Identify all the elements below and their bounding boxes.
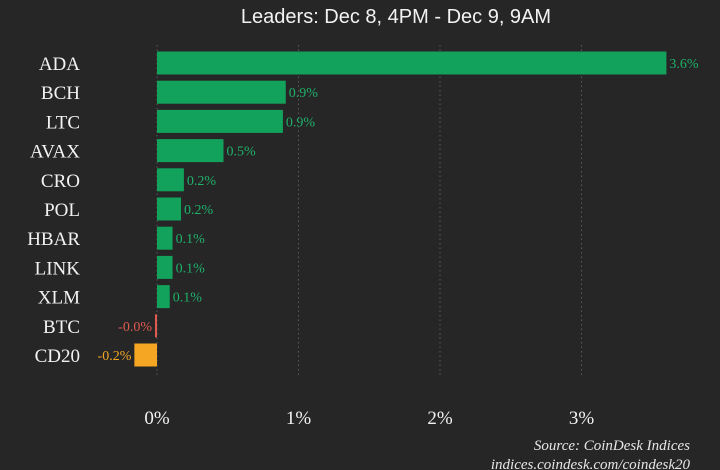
value-label-pol: 0.2% [184, 203, 214, 218]
value-label-bch: 0.9% [289, 86, 319, 101]
value-label-cd20: -0.2% [98, 349, 132, 364]
category-label-avax: AVAX [30, 142, 80, 163]
x-tick-label: 1% [286, 408, 312, 429]
value-label-cro: 0.2% [187, 174, 217, 189]
value-label-btc: -0.0% [118, 320, 152, 335]
bars [134, 51, 667, 367]
bar-ada [157, 51, 667, 75]
bar-avax [157, 139, 224, 163]
category-label-pol: POL [44, 200, 80, 221]
value-label-link: 0.1% [176, 261, 206, 276]
bar-xlm [157, 285, 170, 309]
bar-cd20 [134, 343, 157, 367]
value-label-avax: 0.5% [227, 145, 257, 160]
bar-btc [155, 314, 157, 338]
source-url: indices.coindesk.com/coindesk20 [491, 457, 691, 470]
value-label-ada: 3.6% [669, 57, 699, 72]
bar-pol [157, 197, 182, 221]
x-tick-label: 2% [427, 408, 453, 429]
category-label-link: LINK [35, 258, 81, 279]
value-label-hbar: 0.1% [176, 232, 206, 247]
bar-ltc [157, 109, 283, 133]
category-label-cd20: CD20 [35, 346, 80, 367]
bar-link [157, 255, 173, 279]
bar-hbar [157, 226, 173, 250]
labels: 0% 1% 2% 3% ADA 3.6% BCH 0.9% LTC 0.9% AVAX 0.5% CRO… [27, 54, 699, 429]
value-label-xlm: 0.1% [173, 291, 203, 306]
bar-cro [157, 168, 184, 192]
bar-bch [157, 80, 286, 104]
chart-title: Leaders: Dec 8, 4PM - Dec 9, 9AM [241, 6, 551, 28]
category-label-hbar: HBAR [27, 229, 80, 250]
category-label-btc: BTC [43, 317, 80, 338]
x-tick-label: 0% [144, 408, 170, 429]
category-label-cro: CRO [41, 171, 80, 192]
category-label-xlm: XLM [38, 288, 80, 309]
value-label-ltc: 0.9% [286, 115, 316, 130]
source-line: Source: CoinDesk Indices [534, 438, 690, 454]
x-tick-label: 3% [569, 408, 595, 429]
category-label-ada: ADA [39, 54, 80, 75]
category-label-ltc: LTC [46, 112, 80, 133]
category-label-bch: BCH [41, 83, 80, 104]
